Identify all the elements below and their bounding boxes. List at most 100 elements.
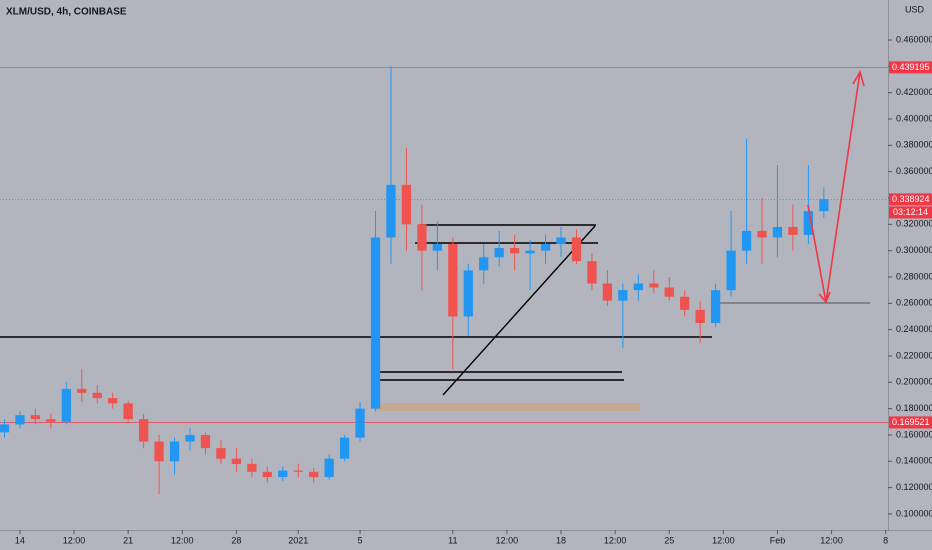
candle-body [77, 388, 87, 393]
y-tick-label: 0.140000 [896, 456, 932, 466]
y-tick-label: 0.460000 [896, 34, 932, 44]
arrow-head [818, 291, 831, 304]
candle-body [602, 283, 613, 301]
candle-body [618, 290, 628, 301]
candle-body [15, 415, 25, 425]
candle-body [262, 471, 272, 478]
price-tag [889, 193, 932, 206]
candle-body [247, 463, 257, 472]
candle-body [788, 226, 798, 235]
candle-body [556, 237, 566, 245]
candle-body [370, 237, 381, 409]
candle-body [0, 424, 10, 433]
candle-body [61, 388, 71, 422]
candle-body [108, 398, 118, 404]
candle-body [293, 470, 303, 472]
candle-body [154, 441, 164, 462]
candle-body [417, 224, 427, 251]
x-tick-label: Feb [770, 535, 786, 545]
candle-body [803, 211, 814, 235]
candle-body [339, 437, 350, 459]
y-tick-label: 0.400000 [896, 113, 932, 123]
x-tick-label: 8 [883, 535, 888, 545]
x-tick-label: 12:00 [604, 535, 627, 545]
x-tick-label: 18 [556, 535, 566, 545]
candle-body [587, 261, 597, 284]
drawings [0, 224, 870, 411]
currency-label: USD [905, 4, 925, 14]
candle-body [664, 287, 674, 297]
candle-body [680, 296, 690, 310]
x-tick-label: 12:00 [820, 535, 843, 545]
y-tick-label: 0.300000 [896, 245, 932, 255]
x-tick-label: 11 [448, 535, 457, 545]
candle-body [633, 283, 643, 291]
y-tick-label: 0.220000 [896, 350, 932, 360]
candle-body [695, 309, 705, 324]
y-tick-label: 0.180000 [896, 403, 932, 413]
arrows [807, 69, 865, 304]
price-tag-label: 0.439195 [892, 62, 930, 72]
x-tick-label: 12:00 [171, 535, 194, 545]
candle-body [231, 458, 242, 464]
candle-body [92, 392, 102, 399]
y-tick-label: 0.380000 [896, 140, 932, 150]
y-tick-label: 0.420000 [896, 87, 932, 97]
y-tick-label: 0.240000 [896, 324, 932, 334]
candle-body [463, 270, 473, 317]
candle-body [772, 226, 783, 238]
candle-body [123, 403, 133, 420]
candle-body [525, 250, 535, 254]
x-tick-label: 28 [231, 535, 241, 545]
candle-body [30, 415, 41, 420]
price-tag-label: 0.169521 [892, 417, 930, 427]
candle-body [185, 434, 195, 442]
y-tick-label: 0.360000 [896, 166, 932, 176]
zone [375, 403, 640, 411]
candles [0, 66, 829, 495]
y-tick-label: 0.280000 [896, 271, 932, 281]
candle-body [401, 184, 412, 225]
x-axis: 14 12:00 21 12:00 28 2021 5 11 12:00 18 12:00 25 12:… [15, 530, 888, 545]
chart-title: XLM/USD, 4h, COINBASE [6, 7, 127, 18]
candle-body [726, 250, 736, 291]
y-tick-label: 0.120000 [896, 482, 932, 492]
x-tick-label: 12:00 [496, 535, 519, 545]
arrow-head [852, 69, 865, 87]
candle-body [46, 419, 56, 422]
x-tick-label: 2021 [288, 535, 308, 545]
candle-body [448, 244, 458, 317]
candle-body [757, 230, 767, 238]
candle-body [540, 244, 551, 251]
candle-body [571, 237, 582, 262]
y-tick-label: 0.100000 [896, 508, 932, 518]
candle-body [819, 199, 829, 212]
x-tick-label: 25 [664, 535, 674, 545]
x-tick-label: 12:00 [712, 535, 735, 545]
trend-line [442, 225, 596, 396]
candle-body [741, 230, 752, 251]
x-tick-label: 5 [358, 535, 363, 545]
candle-body [494, 248, 504, 258]
price-tag-label: 0.338924 [892, 194, 930, 204]
candle-body [710, 290, 721, 324]
candle-body [216, 448, 226, 459]
y-tick-label: 0.200000 [896, 377, 932, 387]
y-tick-label: 0.320000 [896, 219, 932, 229]
y-tick-label: 0.260000 [896, 298, 932, 308]
candle-body [510, 248, 520, 254]
candle-body [309, 471, 319, 478]
countdown-tag [889, 206, 932, 219]
candle-body [649, 283, 659, 288]
candle-body [386, 184, 396, 238]
candle-body [278, 470, 288, 478]
countdown-label: 03:12:14 [893, 207, 928, 217]
y-tick-label: 0.160000 [896, 429, 932, 439]
price-tag [889, 61, 932, 74]
price-tag [889, 416, 932, 429]
candle-body [138, 419, 149, 442]
y-axis: 0.100000 0.120000 0.140000 0.160000 0.180000… [888, 34, 932, 518]
candle-body [432, 244, 442, 251]
